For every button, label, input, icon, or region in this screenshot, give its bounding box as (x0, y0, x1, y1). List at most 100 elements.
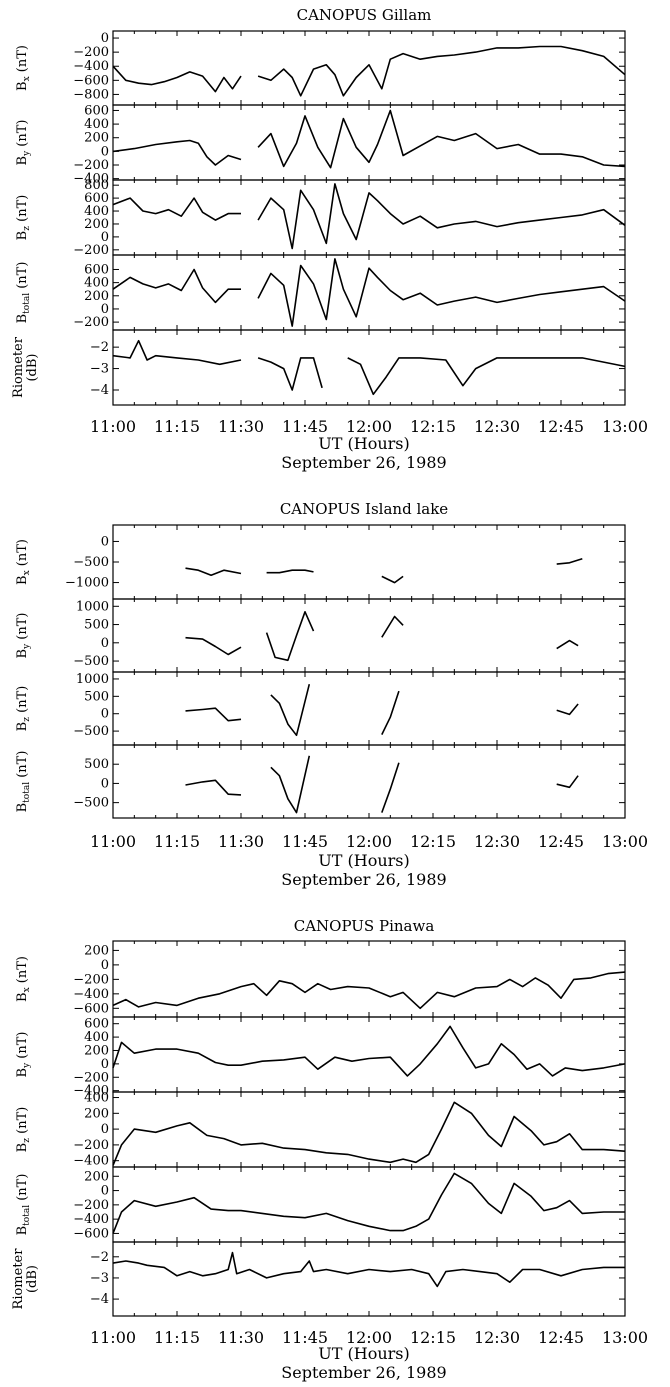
y-axis-label: By (nT) (15, 613, 32, 659)
y-tick-label: 200 (84, 1169, 109, 1184)
y-tick-label: −200 (73, 1138, 109, 1153)
x-tick-label: 11:15 (154, 417, 200, 436)
series-line (347, 357, 626, 396)
chart-pinawa: CANOPUS Pinawa UT (Hours) September 26, … (11, 917, 648, 1382)
panel-frame (112, 329, 626, 406)
series-line (381, 690, 400, 735)
y-tick-label: 500 (84, 618, 109, 633)
y-tick-label: −200 (73, 1198, 109, 1213)
y-tick-label: 0 (101, 230, 109, 245)
y-tick-label: −200 (73, 315, 109, 330)
y-tick-label: −200 (73, 158, 109, 173)
series-line (112, 197, 241, 221)
y-tick-label: 400 (84, 1030, 109, 1045)
y-tick-label: 200 (84, 1106, 109, 1121)
panel: −2 −3 −4 Riometer(dB) (11, 1241, 626, 1317)
date-label: September 26, 1989 (281, 453, 446, 472)
y-axis-label: Btotal (nT) (15, 751, 32, 813)
x-tick-label: 11:30 (218, 1328, 264, 1347)
y-axis-label: Riometer(dB) (11, 1248, 40, 1310)
x-tick-label: 12:30 (474, 1328, 520, 1347)
x-tick-label: 12:30 (474, 832, 520, 851)
y-tick-label: −1000 (65, 576, 109, 591)
y-tick-label: 600 (84, 262, 109, 277)
x-tick-label: 12:45 (538, 832, 584, 851)
panel-frame (112, 940, 626, 1018)
series-line (270, 684, 311, 737)
y-tick-label: 400 (84, 204, 109, 219)
series-line (185, 636, 242, 656)
y-tick-label: −3 (90, 1271, 109, 1286)
y-tick-label: 0 (101, 1122, 109, 1137)
x-tick-label: 11:45 (282, 1328, 328, 1347)
y-tick-label: 500 (84, 757, 109, 772)
y-axis-label: Riometer(dB) (11, 336, 40, 398)
y-tick-label: −200 (73, 972, 109, 987)
x-tick-label: 11:45 (282, 417, 328, 436)
chart-title: CANOPUS Island lake (280, 500, 448, 518)
y-tick-label: −200 (73, 45, 109, 60)
y-tick-label: 0 (101, 707, 109, 722)
y-tick-label: −400 (73, 1212, 109, 1227)
series-line (381, 615, 404, 638)
y-tick-label: 0 (101, 776, 109, 791)
y-axis-label: Bz (nT) (15, 1107, 32, 1153)
y-tick-label: 0 (101, 31, 109, 46)
panel: 500 0 −500 Btotal (nT) (15, 744, 626, 819)
x-tick-label: 13:00 (602, 1328, 648, 1347)
series-line (265, 610, 315, 662)
y-tick-label: −400 (73, 1084, 109, 1099)
x-tick-label: 12:45 (538, 1328, 584, 1347)
series-line (270, 755, 311, 814)
x-tick-label: 13:00 (602, 417, 648, 436)
y-tick-label: 1000 (76, 672, 109, 687)
x-tick-label: 12:45 (538, 417, 584, 436)
y-tick-label: −400 (73, 1154, 109, 1169)
y-tick-label: 400 (84, 276, 109, 291)
series-line (185, 567, 242, 577)
x-tick-label: 11:15 (154, 832, 200, 851)
panel-frame (112, 671, 626, 746)
y-tick-label: −3 (90, 362, 109, 377)
y-tick-label: −400 (73, 172, 109, 187)
y-tick-label: 800 (84, 178, 109, 193)
x-tick-label: 12:15 (410, 417, 456, 436)
chart-gillam: CANOPUS Gillam UT (Hours) September 26, … (11, 6, 648, 472)
series-line (185, 707, 242, 722)
x-tick-label: 12:30 (474, 417, 520, 436)
y-tick-label: 200 (84, 131, 109, 146)
series-line (266, 569, 314, 574)
x-tick-label: 11:00 (90, 832, 136, 851)
series-line (556, 775, 579, 789)
y-tick-label: 400 (84, 117, 109, 132)
date-label: September 26, 1989 (281, 870, 446, 889)
x-tick-label: 12:00 (346, 1328, 392, 1347)
y-tick-label: 0 (101, 534, 109, 549)
x-tick-label: 11:30 (218, 832, 264, 851)
panel-frame (112, 30, 626, 106)
series-line (112, 1172, 625, 1234)
panel-frame (112, 1241, 626, 1317)
y-axis-label: Bx (nT) (15, 956, 32, 1002)
y-tick-label: −2 (90, 1250, 109, 1265)
y-tick-label: −500 (73, 654, 109, 669)
y-tick-label: −2 (90, 340, 109, 355)
y-axis-label: By (nT) (15, 1032, 32, 1078)
panel-frame (112, 1166, 626, 1243)
panel: 0−200−400−600−800 Bx (nT) (15, 30, 626, 106)
y-tick-label: 1000 (76, 599, 109, 614)
y-tick-label: −600 (73, 1001, 109, 1016)
series-line (556, 703, 579, 716)
x-tick-label: 12:00 (346, 832, 392, 851)
x-tick-label: 11:30 (218, 417, 264, 436)
y-tick-label: 0 (101, 636, 109, 651)
y-tick-label: 0 (101, 144, 109, 159)
y-tick-label: 0 (101, 1184, 109, 1199)
chart-island-lake: CANOPUS Island lake UT (Hours) September… (15, 500, 648, 889)
